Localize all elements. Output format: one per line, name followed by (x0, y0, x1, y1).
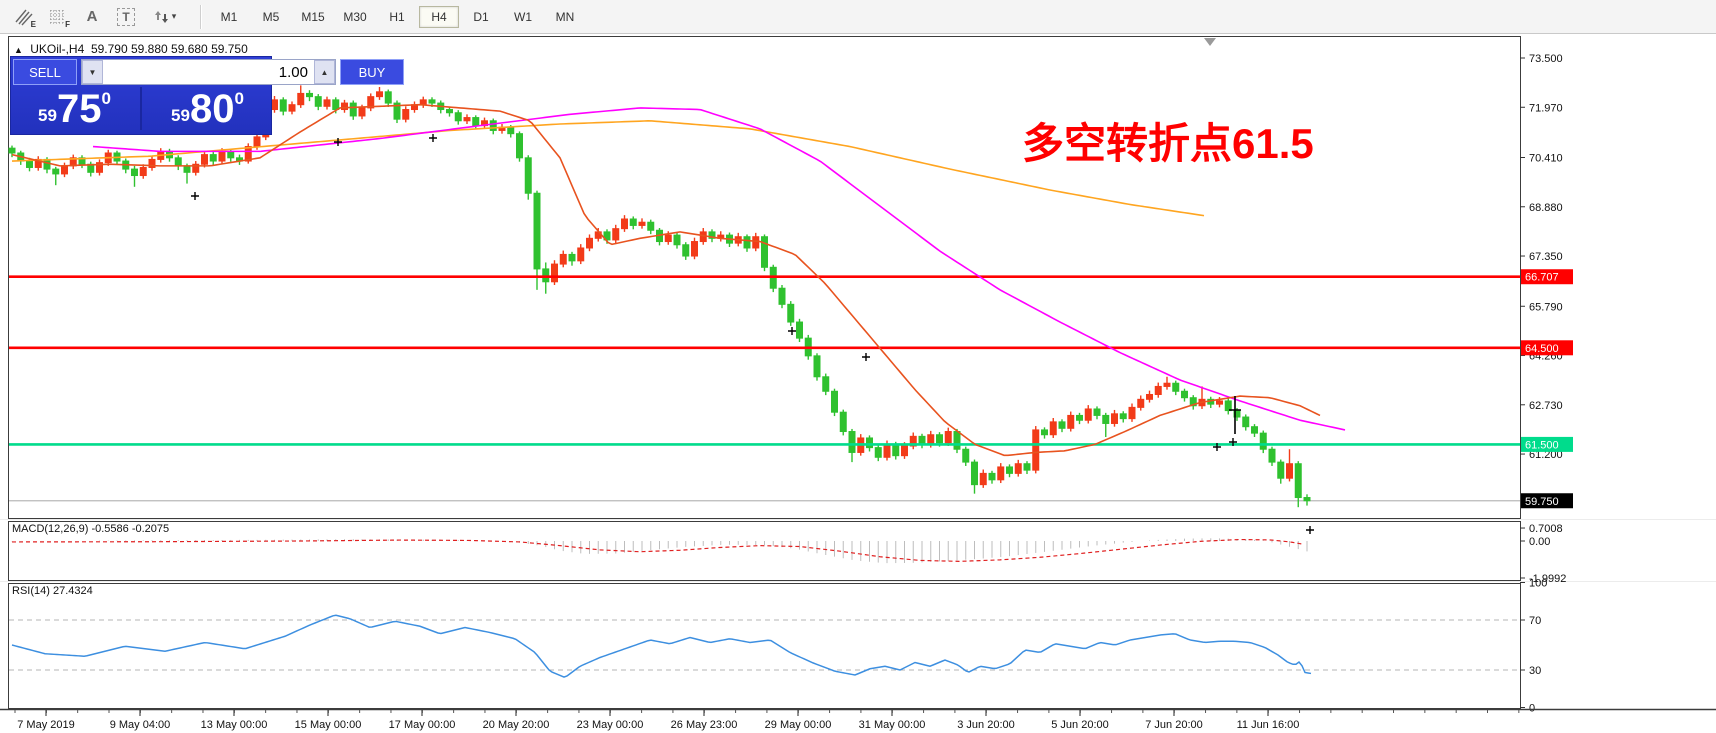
svg-text:0: 0 (1529, 703, 1535, 715)
timeframe-button-m1[interactable]: M1 (220, 9, 238, 24)
time-axis-label: 11 Jun 16:00 (1237, 719, 1300, 731)
time-axis-label: 3 Jun 20:00 (957, 719, 1015, 731)
symbol-title: UKOil-,H4 (30, 42, 85, 56)
timeframe-button-w1[interactable]: W1 (514, 9, 532, 24)
time-axis-label: 26 May 23:00 (671, 719, 738, 731)
volume-stepper: ▼ ▲ (81, 59, 336, 85)
svg-text:59.750: 59.750 (1525, 496, 1559, 508)
macd-panel (8, 521, 1521, 581)
timeframe-button-m30[interactable]: M30 (343, 9, 367, 24)
time-axis: 7 May 2019 9 May 04:00 13 May 00:00 15 May … (0, 708, 1716, 731)
svg-text:100: 100 (1529, 578, 1547, 590)
timeframe-button-m5[interactable]: M5 (262, 9, 280, 24)
object-markers (191, 134, 1314, 534)
volume-input[interactable] (103, 60, 314, 84)
price-divider (140, 87, 142, 130)
chart-header: ▲ UKOil-,H4 59.790 59.880 59.680 59.750 (14, 42, 248, 56)
timeframe-button-h1[interactable]: H1 (389, 9, 405, 24)
svg-text:61.200: 61.200 (1529, 449, 1563, 461)
ma-fast-line (11, 103, 1321, 457)
svg-text:67.350: 67.350 (1529, 251, 1563, 263)
fibo-grid-icon[interactable]: F (46, 6, 70, 29)
svg-text:70: 70 (1529, 615, 1541, 627)
time-axis-label: 5 Jun 20:00 (1051, 719, 1109, 731)
svg-text:30: 30 (1529, 665, 1541, 677)
svg-text:0.00: 0.00 (1529, 536, 1550, 548)
svg-text:68.880: 68.880 (1529, 202, 1563, 214)
volume-decrease-button[interactable]: ▼ (82, 60, 103, 84)
time-axis-label: 15 May 00:00 (295, 719, 362, 731)
time-axis-label: 13 May 00:00 (201, 719, 268, 731)
rsi-indicator-label: RSI(14) 27.4324 (12, 585, 93, 597)
buy-button[interactable]: BUY (340, 59, 404, 85)
collapse-panel-icon[interactable]: ▲ (14, 45, 23, 55)
svg-text:71.970: 71.970 (1529, 102, 1563, 114)
rsi-plot (9, 614, 1520, 678)
svg-text:70.410: 70.410 (1529, 152, 1563, 164)
volume-increase-button[interactable]: ▲ (314, 60, 335, 84)
chart-annotation-text: 多空转折点61.5 (1022, 120, 1314, 167)
chart-shift-marker[interactable] (1204, 38, 1216, 46)
rsi-panel (8, 583, 1521, 709)
rsi-line (11, 614, 1312, 678)
time-axis-label: 9 May 04:00 (110, 719, 171, 731)
buy-price-display[interactable]: 59 80 0 (171, 86, 244, 131)
svg-text:62.730: 62.730 (1529, 400, 1563, 412)
time-axis-label: 20 May 20:00 (483, 719, 550, 731)
crosshair-object (1229, 396, 1241, 434)
macd-indicator-label: MACD(12,26,9) -0.5586 -0.2075 (12, 523, 170, 535)
arrows-tool-icon[interactable]: ▾ (148, 6, 182, 28)
time-axis-label: 7 May 2019 (17, 719, 74, 731)
svg-text:65.790: 65.790 (1529, 301, 1563, 313)
timeframe-buttons: M1 M5 M15 M30 H1 H4 D1 W1 MN (208, 5, 586, 28)
svg-text:0.7008: 0.7008 (1529, 523, 1563, 535)
svg-text:61.500: 61.500 (1525, 439, 1559, 451)
svg-text:73.500: 73.500 (1529, 53, 1563, 65)
ohlc-quote: 59.790 59.880 59.680 59.750 (90, 42, 248, 56)
time-axis-label: 7 Jun 20:00 (1145, 719, 1203, 731)
time-axis-label: 23 May 00:00 (577, 719, 644, 731)
svg-text:-1.9992: -1.9992 (1529, 573, 1566, 585)
text-label-icon[interactable]: A (86, 8, 98, 25)
price-axis: 73.50071.97070.41068.88067.35065.79064.2… (1520, 53, 1573, 715)
timeframe-button-mn[interactable]: MN (555, 9, 575, 24)
chevron-down-icon: ▾ (171, 11, 177, 21)
timeframe-button-h4[interactable]: H4 (419, 5, 459, 28)
drawing-tools-group: E F A T ▾ (0, 6, 194, 29)
toolbar-separator (200, 4, 202, 29)
macd-plot (11, 538, 1308, 564)
chart-window: 73.500 71.970 70.410 68.880 67.350 65.790 64.2… (0, 34, 1716, 733)
sell-price-display[interactable]: 59 75 0 (38, 86, 111, 131)
timeframe-button-m15[interactable]: M15 (301, 9, 325, 24)
toolbar: E F A T ▾ M1 M5 M15 M30 H1 H4 D1 W1 MN (0, 0, 1716, 34)
sell-button[interactable]: SELL (13, 59, 77, 85)
ma-magenta-line (92, 107, 1346, 431)
macd-signal-line (11, 538, 1305, 562)
text-box-icon[interactable]: T (114, 6, 138, 28)
equidistant-channel-icon[interactable]: E (12, 6, 36, 29)
time-axis-label: 29 May 00:00 (765, 719, 832, 731)
svg-text:66.707: 66.707 (1525, 272, 1559, 284)
time-axis-label: 17 May 00:00 (389, 719, 456, 731)
time-axis-label: 31 May 00:00 (859, 719, 926, 731)
chart-canvas[interactable]: 73.50071.97070.41068.88067.35065.79064.2… (0, 34, 1716, 733)
timeframe-button-d1[interactable]: D1 (473, 9, 489, 24)
svg-text:64.500: 64.500 (1525, 343, 1559, 355)
